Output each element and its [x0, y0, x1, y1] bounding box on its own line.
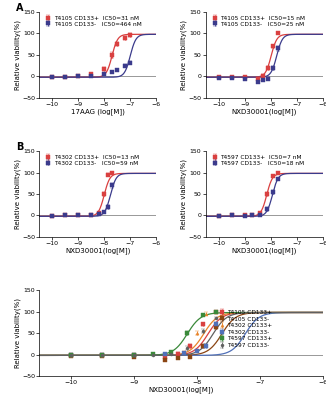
Y-axis label: Relative viability(%): Relative viability(%)	[181, 20, 187, 90]
Legend: T4105 CD133+, T4105 CD133-, T4302 CD133+, T4302 CD133-, T4597 CD133+, T4597 CD13: T4105 CD133+, T4105 CD133-, T4302 CD133+…	[218, 309, 273, 348]
Y-axis label: Relative viability(%): Relative viability(%)	[14, 20, 21, 90]
Text: B: B	[16, 142, 23, 152]
X-axis label: NXD30001(log[M]): NXD30001(log[M])	[231, 108, 297, 115]
Legend: T4105 CD133+  IC50=15 nM, T4105 CD133-   IC50=25 nM: T4105 CD133+ IC50=15 nM, T4105 CD133- IC…	[211, 15, 306, 27]
Text: A: A	[16, 4, 23, 14]
X-axis label: NXD30001(log[M]): NXD30001(log[M])	[148, 386, 214, 393]
X-axis label: 17AAG (log[M]): 17AAG (log[M])	[71, 108, 125, 115]
Legend: T4302 CD133+  IC50=13 nM, T4302 CD133-   IC50=59 nM: T4302 CD133+ IC50=13 nM, T4302 CD133- IC…	[44, 154, 140, 166]
Y-axis label: Relative viability(%): Relative viability(%)	[14, 298, 21, 368]
Legend: T4597 CD133+  IC50=7 nM, T4597 CD133-   IC50=18 nM: T4597 CD133+ IC50=7 nM, T4597 CD133- IC5…	[211, 154, 305, 166]
Legend: T4105 CD133+  IC50=31 nM, T4105 CD133-   IC50=464 nM: T4105 CD133+ IC50=31 nM, T4105 CD133- IC…	[44, 15, 142, 27]
X-axis label: NXD30001(log[M]): NXD30001(log[M])	[231, 248, 297, 254]
Y-axis label: Relative viability(%): Relative viability(%)	[181, 159, 187, 229]
Y-axis label: Relative viability(%): Relative viability(%)	[14, 159, 21, 229]
X-axis label: NXD30001(log[M]): NXD30001(log[M])	[65, 248, 130, 254]
